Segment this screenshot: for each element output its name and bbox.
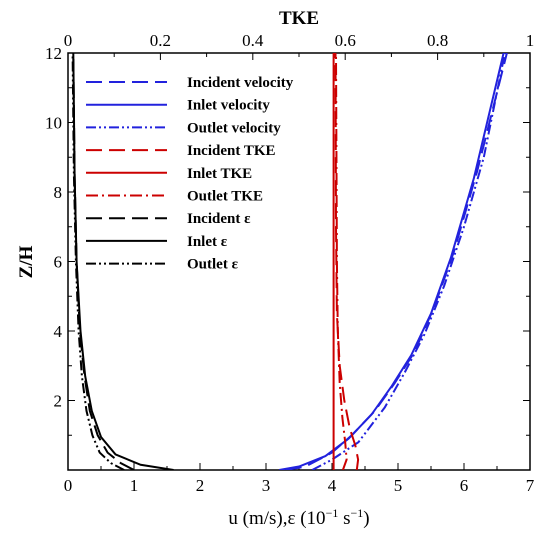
legend-label-outlet-velocity: Outlet velocity bbox=[187, 120, 281, 136]
series-incident-epsilon bbox=[72, 53, 135, 470]
x-tick-label: 6 bbox=[460, 476, 469, 495]
legend-label-inlet-velocity: Inlet velocity bbox=[187, 98, 270, 114]
x-tick-label: 2 bbox=[196, 476, 205, 495]
x2-tick-label: 0.6 bbox=[335, 31, 356, 50]
legend-label-incident-velocity: Incident velocity bbox=[187, 75, 294, 91]
top-axis-title: TKE bbox=[279, 8, 319, 29]
y-tick-label: 10 bbox=[45, 114, 62, 133]
x-tick-label: 4 bbox=[328, 476, 337, 495]
series-incident-velocity bbox=[285, 53, 508, 470]
legend-label-outlet-tke: Outlet TKE bbox=[187, 189, 263, 205]
y-tick-label: 6 bbox=[54, 253, 63, 272]
x2-tick-label: 1 bbox=[526, 31, 535, 50]
x2-tick-label: 0.2 bbox=[150, 31, 171, 50]
series-outlet-tke bbox=[335, 53, 348, 470]
series-inlet-velocity bbox=[279, 53, 505, 470]
series-outlet-epsilon bbox=[71, 53, 125, 470]
y-tick-label: 4 bbox=[54, 322, 63, 341]
x-tick-label: 1 bbox=[130, 476, 139, 495]
x2-tick-label: 0.8 bbox=[427, 31, 448, 50]
legend-label-outlet-epsilon: Outlet ε bbox=[187, 257, 239, 273]
plot-frame bbox=[67, 52, 531, 471]
series-incident-tke bbox=[334, 53, 360, 470]
y-axis-title: Z/H bbox=[16, 245, 37, 278]
legend-label-incident-epsilon: Incident ε bbox=[187, 211, 251, 227]
legend-label-inlet-tke: Inlet TKE bbox=[187, 166, 252, 182]
x-tick-label: 7 bbox=[526, 476, 535, 495]
y-tick-label: 2 bbox=[54, 392, 63, 411]
x-tick-label: 0 bbox=[64, 476, 73, 495]
x-tick-label: 3 bbox=[262, 476, 271, 495]
series-layer bbox=[71, 53, 508, 470]
legend-label-inlet-epsilon: Inlet ε bbox=[187, 234, 228, 250]
legend-label-incident-tke: Incident TKE bbox=[187, 143, 276, 159]
y-tick-label: 8 bbox=[54, 183, 63, 202]
y-tick-label: 12 bbox=[45, 44, 62, 63]
x2-tick-label: 0 bbox=[64, 31, 73, 50]
series-outlet-velocity bbox=[311, 53, 506, 470]
bottom-axis-title: u (m/s),ε (10−1 s−1) bbox=[228, 506, 369, 529]
x-tick-label: 5 bbox=[394, 476, 403, 495]
x2-tick-label: 0.4 bbox=[242, 31, 264, 50]
legend: Incident velocity Inlet velocity Outlet ve… bbox=[86, 75, 294, 273]
